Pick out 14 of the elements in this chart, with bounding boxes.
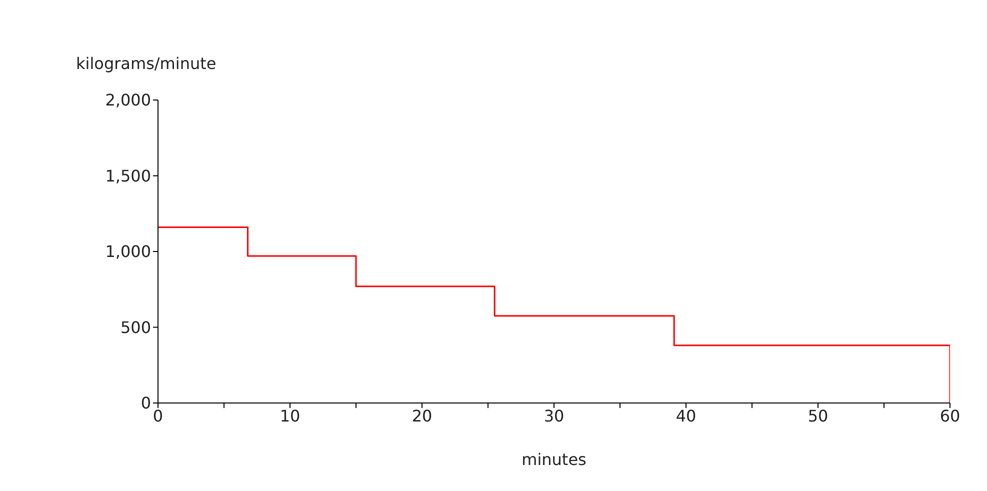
x-tick-label: 40: [676, 406, 696, 426]
y-tick-label: 2,000: [105, 90, 151, 110]
x-tick-label: 10: [280, 406, 300, 426]
x-tick-label: 0: [152, 406, 164, 426]
x-axis-title: minutes: [522, 450, 586, 469]
y-tick-label: 0: [140, 394, 151, 413]
x-tick-label: 50: [808, 406, 828, 426]
y-axis-title: kilograms/minute: [76, 54, 216, 73]
y-tick-label: 500: [120, 318, 151, 337]
y-tick-label: 1,500: [105, 166, 151, 186]
x-tick-label: 60: [940, 406, 960, 426]
x-tick-label: 20: [412, 406, 432, 426]
x-tick-label: 30: [544, 406, 564, 426]
y-tick-label: 1,000: [105, 242, 151, 262]
